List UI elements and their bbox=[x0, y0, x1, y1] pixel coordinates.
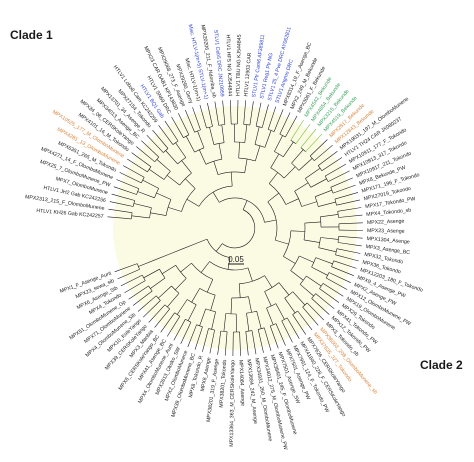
leaf-label: MPX14084_Asenge bbox=[237, 360, 245, 406]
clade-1-label: Clade 1 bbox=[10, 28, 53, 42]
leaf-label: MPX22_Asenge bbox=[367, 219, 405, 227]
leaf-label: MPX4_Tokondo_sb bbox=[366, 208, 411, 219]
leaf-label: MPX23_Asenge bbox=[367, 228, 405, 235]
scale-bar-label: 0.05 bbox=[228, 255, 244, 264]
leaf-label: HTLV1 TBU NG KJ544845 bbox=[235, 34, 242, 96]
scale-bar: 0.05 bbox=[228, 255, 244, 264]
leaf-label: MPX13364_363_M_CERSKoleYango bbox=[229, 360, 236, 447]
leaf-label: MPX38201_Tokondo bbox=[219, 359, 229, 408]
clade-2-label: Clade 2 bbox=[420, 358, 463, 372]
tree-center-shading bbox=[113, 106, 357, 350]
leaf-label: HTLV1 HFS NG KJ544844 bbox=[224, 34, 232, 96]
